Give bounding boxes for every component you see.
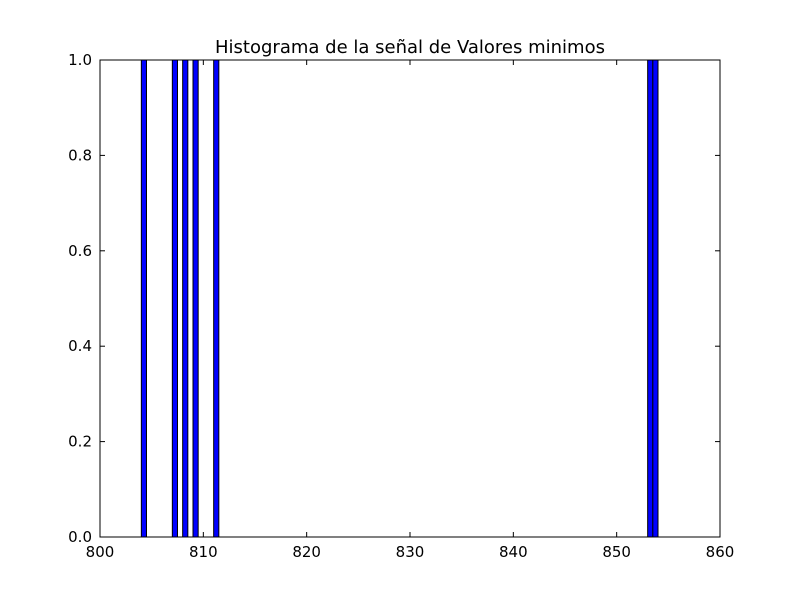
- y-tick-label-5: 1.0: [68, 51, 92, 69]
- x-tick-label-5: 850: [602, 543, 631, 561]
- ticks-layer: 800 810 820 830 840 850 860 0.0 0.2 0.4 0.6 0.8 1.0: [68, 51, 734, 561]
- histogram-bar-3: [192, 59, 199, 538]
- x-tick-label-4: 840: [499, 543, 528, 561]
- histogram-bar-6: [652, 59, 659, 538]
- x-tick-label-2: 820: [292, 543, 321, 561]
- y-tick-label-3: 0.6: [68, 242, 92, 260]
- histogram-bar-5: [647, 59, 654, 538]
- histogram-bar-0: [140, 59, 147, 538]
- y-tick-label-0: 0.0: [68, 528, 92, 546]
- x-tick-label-3: 830: [396, 543, 425, 561]
- x-tick-label-1: 810: [189, 543, 218, 561]
- y-tick-label-1: 0.2: [68, 433, 92, 451]
- bars-layer: [140, 59, 659, 538]
- y-tick-label-4: 0.8: [68, 146, 92, 164]
- x-tick-label-0: 800: [86, 543, 115, 561]
- histogram-bar-1: [171, 59, 178, 538]
- chart-title: Histograma de la señal de Valores minimo…: [215, 37, 605, 58]
- x-tick-label-6: 860: [706, 543, 735, 561]
- y-tick-label-2: 0.4: [68, 337, 92, 355]
- histogram-bar-2: [182, 59, 189, 538]
- histogram-bar-4: [213, 59, 220, 538]
